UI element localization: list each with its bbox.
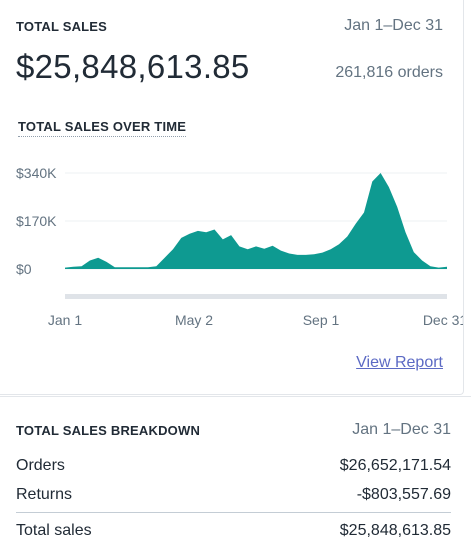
- y-tick-label: $170K: [16, 213, 57, 229]
- chart-title[interactable]: TOTAL SALES OVER TIME: [18, 119, 187, 137]
- total-sales-card: TOTAL SALES Jan 1–Dec 31 $25,848,613.85 …: [0, 0, 464, 395]
- breakdown-divider: [16, 512, 451, 513]
- sales-breakdown-card: TOTAL SALES BREAKDOWN Jan 1–Dec 31 Order…: [0, 396, 471, 559]
- x-tick-label: Jan 1: [48, 312, 82, 328]
- total-sales-label: Total sales: [16, 522, 92, 539]
- y-tick-label: $0: [16, 261, 32, 277]
- total-sales-value: $25,848,613.85: [339, 522, 451, 539]
- returns-value: -$803,557.69: [356, 486, 451, 503]
- breakdown-date-range: Jan 1–Dec 31: [352, 421, 451, 438]
- breakdown-heading: TOTAL SALES BREAKDOWN: [16, 423, 201, 438]
- returns-label: Returns: [16, 486, 73, 503]
- orders-count: 261,816 orders: [335, 64, 443, 81]
- x-tick-label: May 2: [175, 312, 213, 328]
- sales-over-time-chart[interactable]: $0 $170K $340K Jan 1 May 2 Sep 1 Dec 31: [0, 150, 463, 340]
- view-report-link[interactable]: View Report: [356, 354, 443, 371]
- orders-label: Orders: [16, 457, 65, 474]
- date-range: Jan 1–Dec 31: [344, 17, 443, 34]
- total-sales-heading: TOTAL SALES: [16, 19, 108, 34]
- x-tick-label: Sep 1: [303, 312, 340, 328]
- x-tick-label: Dec 31: [423, 312, 463, 328]
- total-sales-amount: $25,848,613.85: [16, 48, 250, 85]
- chart-scrollbar[interactable]: [65, 294, 447, 299]
- sales-area[interactable]: [65, 173, 447, 269]
- y-tick-label: $340K: [16, 165, 57, 181]
- orders-value: $26,652,171.54: [339, 457, 451, 474]
